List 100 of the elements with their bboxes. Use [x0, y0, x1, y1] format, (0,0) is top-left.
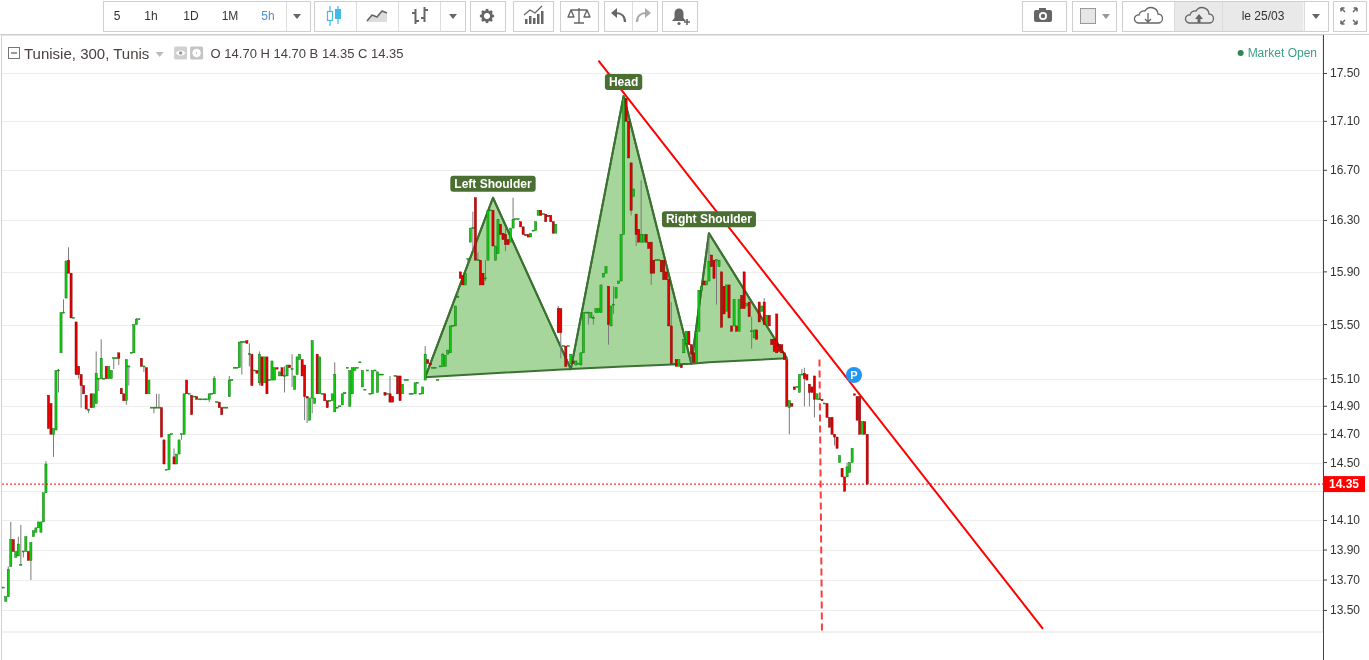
candlestick — [421, 386, 424, 395]
candlestick — [371, 370, 374, 395]
candlestick — [745, 303, 748, 307]
y-tick-label: 14.50 — [1330, 455, 1361, 470]
y-tick-label: 16.30 — [1330, 213, 1361, 228]
annotation: Left Shoulder — [454, 176, 532, 191]
candlestick — [504, 227, 507, 252]
candlestick — [486, 210, 490, 261]
candlestick — [609, 305, 613, 327]
candlestick — [361, 370, 364, 388]
candlestick — [838, 455, 841, 463]
candlestick — [391, 396, 394, 403]
candlestick — [823, 402, 826, 405]
candlestick — [2, 586, 5, 589]
candlestick — [466, 258, 470, 264]
candlestick — [479, 259, 482, 286]
candlestick — [760, 305, 764, 312]
candlestick — [107, 366, 111, 379]
candlestick — [461, 275, 465, 286]
text: O 14.70 H 14.70 B 14.35 C 14.35 — [210, 45, 404, 61]
candlestick — [454, 305, 457, 327]
candlestick — [32, 530, 35, 537]
candlestick — [464, 272, 467, 286]
text: 1h — [144, 9, 158, 23]
text: 1D — [183, 9, 199, 23]
candlestick — [572, 360, 575, 364]
candlestick — [197, 398, 201, 401]
candlestick — [200, 398, 203, 401]
candlestick — [813, 375, 816, 418]
annotation: Market Open — [1247, 46, 1317, 60]
candlestick — [245, 340, 249, 344]
candlestick — [815, 393, 819, 400]
candlestick — [534, 221, 537, 231]
candlestick — [672, 362, 676, 365]
candlestick — [145, 367, 148, 395]
candlestick — [227, 375, 231, 398]
candlestick — [554, 224, 558, 234]
y-tick-label: 13.70 — [1330, 573, 1361, 587]
candlestick — [155, 393, 158, 409]
candlestick — [157, 393, 161, 409]
candlestick — [790, 403, 794, 407]
candlestick — [471, 211, 475, 252]
annotation: Right Shoulder — [665, 212, 753, 227]
text: 5h — [261, 9, 275, 23]
y-tick-label: 17.50 — [1330, 66, 1361, 81]
candlestick — [225, 406, 229, 409]
candlestick — [858, 396, 861, 435]
y-tick-label: 16.70 — [1330, 163, 1361, 178]
candlestick — [278, 371, 281, 377]
y-tick-label: 15.10 — [1330, 371, 1361, 386]
candlestick — [59, 312, 63, 354]
annotation: P — [850, 369, 858, 381]
candlestick — [717, 259, 721, 267]
y-tick-label: 13.90 — [1330, 543, 1361, 558]
y-tick-label: 15.50 — [1330, 317, 1361, 332]
candlestick — [735, 325, 738, 332]
candlestick — [730, 325, 733, 332]
y-tick-label: 15.90 — [1330, 264, 1361, 279]
candlestick — [604, 266, 608, 274]
candlestick — [142, 365, 146, 373]
candlestick — [283, 365, 286, 393]
candlestick — [195, 396, 198, 400]
candlestick — [752, 329, 756, 339]
text: Tunisie, 300, Tunis — [24, 44, 150, 62]
candlestick — [755, 329, 758, 340]
candlestick — [614, 287, 618, 299]
candlestick — [358, 361, 362, 364]
candlestick — [238, 341, 241, 368]
candlestick — [587, 311, 590, 326]
candlestick — [11, 539, 15, 552]
candlestick — [529, 232, 532, 238]
y-tick-label: 13.50 — [1330, 603, 1361, 618]
candlestick — [318, 356, 321, 395]
candlestick — [426, 359, 429, 364]
candlestick — [270, 360, 274, 381]
candlestick — [54, 370, 58, 431]
candlestick — [109, 370, 113, 379]
candlestick — [599, 284, 603, 313]
y-tick-label: 14.70 — [1330, 427, 1361, 442]
ref-line-label: 14.35 — [1328, 477, 1360, 492]
candlestick — [476, 251, 480, 261]
candlestick — [788, 400, 791, 435]
text: le 25/03 — [1241, 9, 1285, 23]
candlestick — [167, 434, 171, 470]
candlestick — [366, 369, 369, 372]
candlestick — [253, 369, 256, 372]
y-tick-label: 14.10 — [1330, 513, 1361, 528]
text: 1M — [221, 9, 239, 23]
candlestick — [474, 197, 477, 261]
candlestick — [835, 436, 839, 449]
candlestick — [428, 363, 432, 366]
text: 5 — [113, 9, 121, 23]
candlestick — [632, 188, 635, 197]
candlestick — [222, 406, 226, 409]
candlestick — [288, 364, 291, 368]
candlestick — [248, 342, 251, 367]
candlestick — [680, 364, 683, 368]
candlestick — [190, 394, 193, 415]
candlestick — [720, 271, 723, 328]
candlestick — [147, 379, 151, 395]
